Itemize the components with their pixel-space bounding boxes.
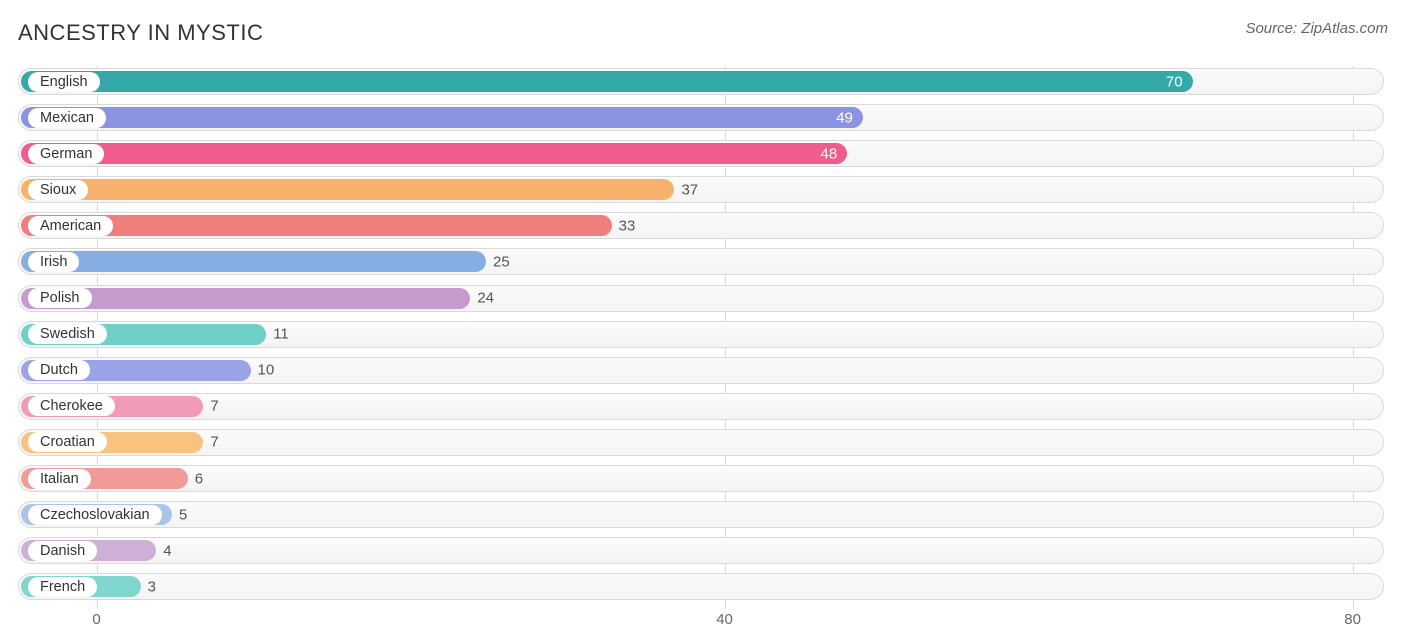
bar-row: Cherokee 7 <box>18 393 1384 420</box>
plot-area: English70Mexican49German48Sioux37America… <box>18 68 1384 633</box>
bar-fill <box>21 71 1193 92</box>
bar-label: English <box>28 72 100 92</box>
chart-source: Source: ZipAtlas.com <box>1245 20 1388 37</box>
bar-value: 5 <box>179 506 187 523</box>
bar-value: 11 <box>273 326 289 343</box>
bars-group: English70Mexican49German48Sioux37America… <box>18 68 1384 600</box>
bar-label: Czechoslovakian <box>28 505 162 525</box>
bar-value: 6 <box>195 470 203 487</box>
bar-value: 37 <box>681 181 698 198</box>
bar-label: Croatian <box>28 432 107 452</box>
bar-label: Italian <box>28 469 91 489</box>
bar-track <box>18 537 1384 564</box>
bar-label: Danish <box>28 541 97 561</box>
bar-value: 49 <box>836 109 853 126</box>
bar-row: English 70 <box>18 68 1384 95</box>
bar-label: American <box>28 216 113 236</box>
chart-title: ANCESTRY IN MYSTIC <box>18 20 263 46</box>
chart-header: ANCESTRY IN MYSTIC Source: ZipAtlas.com <box>18 20 1388 46</box>
bar-value: 7 <box>210 398 218 415</box>
bar-row: Irish 25 <box>18 248 1384 275</box>
bar-value: 7 <box>210 434 218 451</box>
bar-label: French <box>28 577 97 597</box>
bar-label: Swedish <box>28 324 107 344</box>
bar-label: Dutch <box>28 360 90 380</box>
bar-label: Irish <box>28 252 79 272</box>
bar-fill <box>21 143 847 164</box>
bar-value: 3 <box>148 578 156 595</box>
bar-value: 24 <box>477 290 494 307</box>
bar-row: Danish 4 <box>18 537 1384 564</box>
axis-tick: 0 <box>92 611 100 628</box>
bar-fill <box>21 251 486 272</box>
bar-row: Polish 24 <box>18 285 1384 312</box>
bar-label: Cherokee <box>28 396 115 416</box>
bar-track <box>18 393 1384 420</box>
bar-label: German <box>28 144 104 164</box>
bar-value: 10 <box>258 362 275 379</box>
bar-row: Dutch 10 <box>18 357 1384 384</box>
bar-row: French 3 <box>18 573 1384 600</box>
bar-label: Mexican <box>28 108 106 128</box>
bar-label: Polish <box>28 288 92 308</box>
bar-fill <box>21 179 674 200</box>
ancestry-chart: ANCESTRY IN MYSTIC Source: ZipAtlas.com … <box>0 0 1406 643</box>
bar-value: 33 <box>619 217 636 234</box>
bar-row: American 33 <box>18 212 1384 239</box>
axis-tick: 40 <box>716 611 733 628</box>
bar-row: Croatian 7 <box>18 429 1384 456</box>
x-axis: 0 40 80 <box>18 609 1384 633</box>
bar-row: Mexican 49 <box>18 104 1384 131</box>
bar-row: Czechoslovakian 5 <box>18 501 1384 528</box>
axis-tick: 80 <box>1344 611 1361 628</box>
bar-label: Sioux <box>28 180 88 200</box>
bar-track <box>18 501 1384 528</box>
bar-value: 48 <box>820 145 837 162</box>
bar-value: 70 <box>1166 73 1183 90</box>
bar-row: Sioux 37 <box>18 176 1384 203</box>
bar-fill <box>21 107 863 128</box>
bar-value: 25 <box>493 253 510 270</box>
bar-row: German 48 <box>18 140 1384 167</box>
bar-track <box>18 429 1384 456</box>
bar-track <box>18 465 1384 492</box>
bar-row: Italian 6 <box>18 465 1384 492</box>
bar-value: 4 <box>163 542 171 559</box>
bar-row: Swedish 11 <box>18 321 1384 348</box>
bar-track <box>18 573 1384 600</box>
